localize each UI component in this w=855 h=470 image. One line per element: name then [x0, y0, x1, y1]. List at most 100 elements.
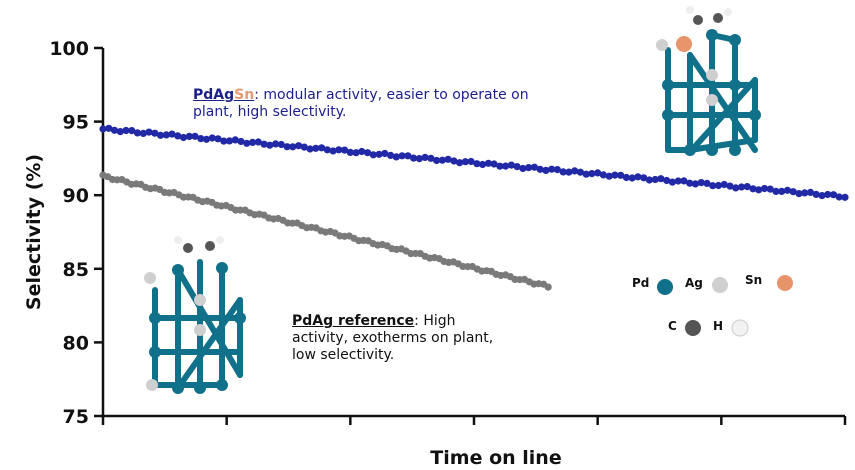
data-point — [116, 128, 124, 136]
data-point — [737, 183, 746, 191]
pdagsn-name-main: PdAg — [193, 87, 235, 103]
series-pdagsn — [99, 124, 849, 201]
data-point — [427, 154, 435, 162]
data-point — [582, 170, 590, 178]
data-point — [410, 154, 418, 162]
y-tick-label: 85 — [63, 259, 89, 281]
data-point — [145, 128, 153, 136]
data-point — [484, 159, 492, 167]
data-point — [640, 174, 648, 182]
data-point — [548, 165, 556, 173]
legend-label-sn: Sn — [745, 273, 762, 287]
data-point — [686, 179, 694, 187]
data-point — [749, 185, 757, 193]
data-point — [571, 167, 579, 175]
data-point — [720, 180, 728, 189]
data-point — [519, 164, 527, 173]
data-point — [162, 131, 170, 139]
data-point — [801, 189, 809, 197]
data-point — [565, 168, 573, 176]
data-point — [697, 179, 705, 187]
data-point — [714, 181, 723, 190]
data-point — [783, 186, 792, 194]
data-point — [185, 132, 193, 140]
pdag-text: : High activity, exotherms on plant, low… — [292, 313, 494, 363]
pdag-name: PdAg reference — [292, 313, 415, 329]
data-point — [110, 126, 119, 134]
data-point — [277, 140, 285, 149]
data-point — [812, 190, 820, 198]
data-point — [663, 176, 671, 185]
data-point — [220, 137, 228, 145]
data-point — [231, 136, 239, 144]
data-point — [588, 170, 596, 178]
data-point — [651, 175, 659, 184]
y-tick-label: 90 — [63, 185, 89, 207]
data-point — [335, 146, 343, 154]
data-point — [818, 192, 826, 200]
data-point — [329, 147, 337, 155]
data-point — [369, 151, 377, 159]
data-point — [605, 172, 613, 180]
legend-swatch-pd — [657, 279, 673, 295]
data-point — [105, 124, 113, 132]
data-point — [490, 160, 498, 168]
data-point — [318, 144, 326, 152]
data-point — [789, 188, 797, 196]
data-point — [576, 168, 585, 176]
data-point — [168, 130, 176, 138]
series-layer — [99, 124, 849, 291]
y-tick-label: 95 — [63, 112, 89, 134]
data-point — [772, 187, 780, 195]
legend-label-h: H — [713, 319, 723, 333]
y-tick-label: 100 — [49, 38, 89, 60]
y-tick-label: 75 — [63, 406, 89, 428]
pdag-cluster-illustration — [144, 236, 246, 394]
data-point — [760, 184, 769, 193]
data-point — [139, 129, 147, 137]
y-axis-title: Selectivity (%) — [23, 154, 45, 310]
data-point — [703, 179, 711, 187]
data-point — [381, 149, 389, 158]
data-point — [433, 156, 441, 165]
data-point — [835, 193, 843, 201]
data-point — [312, 144, 320, 152]
element-legend: Pd Ag Sn C H — [632, 273, 793, 337]
data-point — [611, 171, 619, 179]
axes: 75 80 85 90 95 100 — [49, 38, 847, 428]
pdagsn-cluster-illustration — [656, 6, 761, 156]
data-point — [456, 159, 464, 167]
data-point — [444, 155, 452, 163]
data-point — [617, 171, 625, 179]
data-point — [202, 135, 211, 143]
data-point — [544, 283, 552, 291]
data-point — [358, 147, 366, 156]
data-point — [743, 183, 751, 191]
data-point — [364, 149, 372, 157]
pdag-annotation: PdAg reference: High activity, exotherms… — [292, 313, 502, 364]
data-point — [421, 153, 429, 161]
data-point — [824, 190, 832, 199]
series-pdag — [99, 171, 552, 291]
data-point — [778, 187, 786, 195]
data-point — [507, 161, 515, 169]
legend-swatch-c — [685, 320, 701, 336]
data-point — [191, 132, 199, 140]
pdagsn-name-sn: Sn — [234, 87, 255, 103]
legend-label-c: C — [668, 319, 677, 333]
y-tick-label: 80 — [63, 332, 89, 354]
data-point — [467, 157, 475, 166]
data-point — [680, 177, 688, 185]
legend-swatch-ag — [712, 277, 728, 293]
pdagsn-text: : modular activity, easier to operate on… — [193, 87, 529, 120]
data-point — [208, 134, 216, 142]
data-point — [375, 150, 383, 158]
data-point — [530, 163, 539, 171]
data-point — [249, 138, 257, 146]
data-point — [634, 173, 642, 181]
data-point — [622, 173, 631, 182]
data-point — [156, 131, 165, 139]
data-point — [237, 137, 245, 146]
legend-label-pd: Pd — [632, 276, 649, 290]
legend-swatch-h — [731, 319, 749, 337]
